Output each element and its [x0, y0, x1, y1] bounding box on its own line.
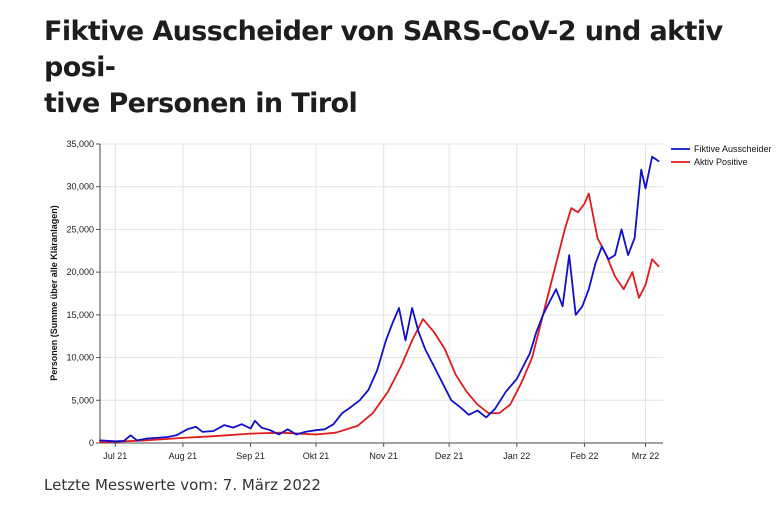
legend-label: Fiktive Ausscheider — [694, 144, 772, 154]
y-tick-label: 15,000 — [66, 310, 94, 320]
last-measurement-note: Letzte Messwerte vom: 7. März 2022 — [44, 476, 321, 494]
title-line-2: tive Personen in Tirol — [44, 88, 358, 119]
x-tick-label: Dez 21 — [435, 451, 464, 461]
y-tick-label: 10,000 — [66, 353, 94, 363]
x-tick-label: Aug 21 — [169, 451, 198, 461]
y-axis-label: Personen (Summe über alle Kläranlagen) — [49, 205, 59, 381]
legend-label: Aktiv Positive — [694, 157, 748, 167]
x-tick-label: Jan 22 — [503, 451, 530, 461]
legend-layer: Fiktive Ausscheider Aktiv Positive — [671, 144, 772, 167]
grid-layer — [100, 143, 663, 444]
y-tick-label: 0 — [89, 438, 94, 448]
y-tick-label: 25,000 — [66, 224, 94, 234]
x-tick-label: Feb 22 — [570, 451, 598, 461]
y-tick-label: 30,000 — [66, 182, 94, 192]
x-tick-label: Sep 21 — [236, 451, 265, 461]
y-tick-label: 5,000 — [71, 395, 94, 405]
line-chart: 0 5,000 10,000 15,000 20,000 25,000 30,000 35,0… — [49, 139, 772, 461]
series-line-fiktive-ausscheider — [99, 155, 660, 443]
page-title: Fiktive Ausscheider von SARS-CoV-2 und a… — [44, 14, 774, 122]
series-line-aktiv-positive — [99, 192, 660, 443]
axis-layer: 0 5,000 10,000 15,000 20,000 25,000 30,000 35,0… — [66, 139, 663, 461]
x-tick-label: Nov 21 — [369, 451, 398, 461]
title-line-1: Fiktive Ausscheider von SARS-CoV-2 und a… — [44, 16, 723, 83]
y-tick-label: 35,000 — [66, 139, 94, 149]
series-layer — [99, 155, 660, 443]
x-tick-label: Mrz 22 — [632, 451, 660, 461]
y-tick-label: 20,000 — [66, 267, 94, 277]
x-tick-label: Okt 21 — [303, 451, 330, 461]
x-tick-label: Jul 21 — [103, 451, 127, 461]
